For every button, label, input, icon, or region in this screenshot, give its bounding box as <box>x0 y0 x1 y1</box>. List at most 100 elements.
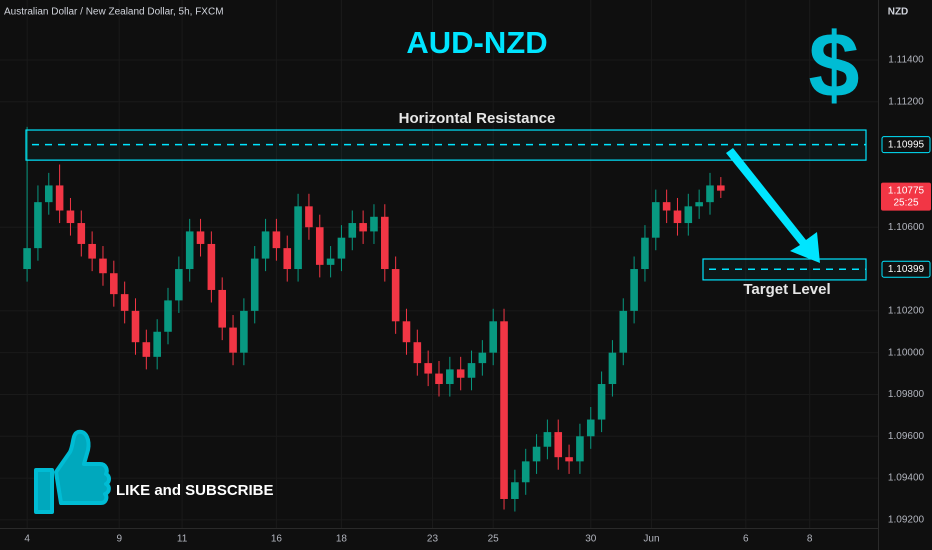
candle-body <box>662 202 671 211</box>
price-tag <box>881 136 931 154</box>
candle-body <box>424 363 432 374</box>
candle-body <box>305 206 313 228</box>
candle-body <box>630 269 638 311</box>
resistance-price-label: 1.10995 <box>888 139 925 150</box>
candle-body <box>240 310 248 353</box>
y-tick-label: 1.10600 <box>888 222 925 233</box>
candle-body <box>55 185 64 211</box>
candle-body <box>576 436 584 462</box>
x-tick-label: 6 <box>743 534 749 545</box>
candle-body <box>543 432 552 447</box>
candle-body <box>272 231 281 249</box>
x-tick-label: 25 <box>488 534 500 545</box>
resistance-label: Horizontal Resistance <box>399 110 556 127</box>
candle-body <box>229 327 237 353</box>
y-tick-label: 1.10200 <box>888 305 925 316</box>
candle-body <box>326 258 335 265</box>
candle-body <box>706 185 714 203</box>
candle-body <box>521 461 530 483</box>
candle-body <box>66 210 75 224</box>
candle-body <box>641 237 649 270</box>
y-tick-label: 1.09600 <box>888 431 925 442</box>
candle-body <box>489 321 497 353</box>
x-tick-label: 9 <box>116 534 122 545</box>
candle-body <box>554 432 563 458</box>
candle-body <box>532 446 541 462</box>
price-tag <box>881 260 931 278</box>
candle-body <box>467 363 476 378</box>
candle-body <box>619 310 628 353</box>
candle-body <box>153 331 161 357</box>
candle-body <box>597 384 606 420</box>
candle-body <box>717 185 725 191</box>
target-label: Target Level <box>743 281 830 298</box>
x-tick-label: 16 <box>271 534 283 545</box>
candle-body <box>337 237 346 259</box>
candle-body <box>478 352 487 364</box>
candle-body <box>185 231 194 270</box>
candle-body <box>207 243 216 290</box>
candle-body <box>370 216 378 232</box>
candle-body <box>44 185 53 203</box>
candles <box>23 126 725 512</box>
target-price-label: 1.10399 <box>888 264 925 275</box>
candle-body <box>196 231 205 244</box>
candle-body <box>164 300 172 332</box>
x-tick-label: 4 <box>24 534 30 545</box>
candle-body <box>283 248 292 270</box>
candle-body <box>131 310 140 343</box>
thumbs-up-icon <box>34 429 111 514</box>
candle-body <box>565 457 573 462</box>
chart-subtitle: Australian Dollar / New Zealand Dollar, … <box>4 7 224 18</box>
y-tick-label: 1.09400 <box>888 473 925 484</box>
candle-body <box>381 216 389 270</box>
y-tick-label: 1.09800 <box>888 389 925 400</box>
cta-text: LIKE and SUBSCRIBE <box>116 482 274 499</box>
y-tick-label: 1.09200 <box>888 515 925 526</box>
candle-body <box>446 369 454 385</box>
candle-body <box>142 342 151 357</box>
x-tick-label: Jun <box>643 534 659 545</box>
candle-body <box>315 227 324 265</box>
candle-body <box>651 202 660 238</box>
countdown-label: 25:25 <box>893 197 918 208</box>
candle-body <box>673 210 682 224</box>
candle-body <box>250 258 259 311</box>
candle-body <box>120 294 129 311</box>
candle-body <box>695 202 703 207</box>
candle-body <box>99 258 107 274</box>
candle-body <box>294 206 302 270</box>
candle-body <box>261 231 270 259</box>
candle-body <box>110 273 118 295</box>
last-price-label: 1.10775 <box>888 185 925 196</box>
candle-body <box>88 243 96 259</box>
y-tick-label: 1.11200 <box>888 96 924 107</box>
candle-body <box>684 206 693 224</box>
candle-body <box>413 342 422 364</box>
candle-body <box>456 369 465 378</box>
candle-body <box>359 223 367 232</box>
candle-body <box>435 373 443 385</box>
candle-body <box>511 482 519 499</box>
y-tick-label: 1.11400 <box>888 55 924 66</box>
x-tick-label: 18 <box>336 534 348 545</box>
zones <box>25 129 867 281</box>
candle-body <box>175 269 183 301</box>
candle-body <box>608 352 617 385</box>
chart-title: AUD-NZD <box>406 25 547 60</box>
candle-body <box>348 223 357 238</box>
candle-body <box>34 202 42 249</box>
x-tick-label: 11 <box>177 534 188 545</box>
candle-body <box>23 248 31 270</box>
x-tick-label: 8 <box>807 534 813 545</box>
y-tick-label: 1.10000 <box>888 347 925 358</box>
x-tick-label: 30 <box>585 534 597 545</box>
candle-body <box>391 269 400 322</box>
last-price-tag <box>881 182 931 211</box>
candle-body <box>586 419 595 437</box>
candle-body <box>77 223 86 244</box>
candle-body <box>218 289 227 328</box>
